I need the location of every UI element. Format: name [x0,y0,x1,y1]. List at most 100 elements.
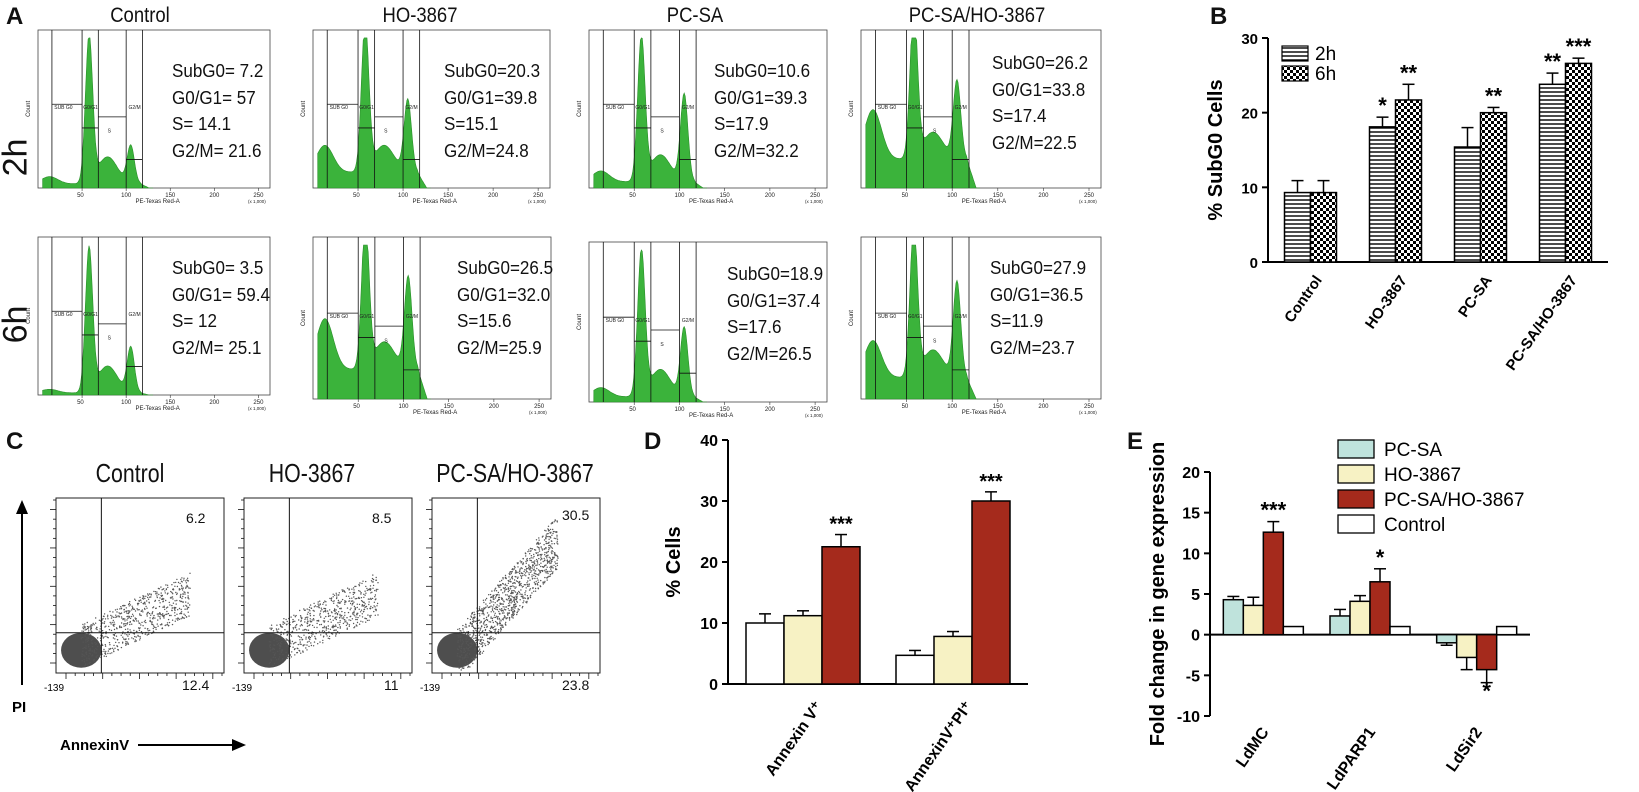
scatter-dot [154,591,157,593]
scatter-dot [488,621,490,623]
scatter-dot [95,643,98,645]
scatter-dot [471,612,473,615]
scatter-dot [490,601,492,603]
scatter-dot [511,568,513,571]
scatter-dot [150,593,152,595]
scatter-dot [489,602,491,604]
scatter-dot [353,589,355,591]
scatter-dot [181,577,183,579]
scatter-dot [125,638,127,640]
scatter-dot [517,580,519,583]
stat-s: S=17.9 [714,113,769,134]
scatter-dot [146,613,148,615]
scatter-dot [139,596,141,599]
scatter-dot [361,582,363,585]
scatter-dot [330,621,332,623]
bar [933,635,973,685]
scatter-dot [339,621,341,624]
scatter-dot [175,618,177,620]
scatter-dot [292,628,295,630]
scatter-dot [372,584,375,587]
scatter-dot [481,645,483,648]
scatter-dot [525,569,527,571]
scatter-dot [522,562,525,564]
scatter-dot [134,639,136,641]
scatter-dot [538,548,540,550]
scatter-dot [324,620,326,622]
scatter-dot [98,630,100,632]
scatter-dot [534,560,536,562]
scatter-dot [104,645,107,647]
scatter-dot [557,557,559,559]
scatter-dot [321,609,323,611]
scatter-dot [345,624,348,627]
bar [783,614,823,685]
scatter-dot [141,609,144,611]
scatter-dot [529,566,531,568]
scatter-dot [478,619,481,621]
x-unit: (x 1,000) [248,199,266,204]
scatter-dot [497,631,499,633]
scatter-dot [108,625,110,628]
scatter-dot [159,616,161,618]
scatter-dot [467,643,469,646]
scatter-dot [484,599,487,601]
scatter-dot [475,627,477,630]
scatter-dot [351,604,353,606]
scatter-dot [305,629,308,631]
scatter-dot [171,604,173,607]
scatter-dot [482,630,484,632]
scatter-dot [88,635,91,637]
scatter-dot [117,648,119,651]
scatter-dot [515,598,518,601]
gate-label: G0/G1 [635,105,650,111]
scatter-dot [140,614,142,617]
scatter-dot [302,645,304,647]
scatter-dot [474,647,476,650]
scatter-dot [281,626,284,628]
scatter-dot [539,559,542,561]
scatter-dot [493,594,495,596]
scatter-dot [81,632,83,635]
scatter-dot [335,612,337,614]
bar [1394,99,1423,263]
scatter-dot [532,557,534,559]
tick-min-label: -139 [420,683,440,694]
scatter-dot [282,658,284,660]
scatter-dot [479,615,481,617]
scatter-dot [545,568,547,571]
scatter-dot [464,663,467,665]
scatter-dot [499,584,502,586]
scatter-dot [474,654,476,656]
scatter-dot [535,573,537,575]
scatter-dot [372,607,374,609]
scatter-dot [140,601,142,603]
scatter-dot [318,604,320,607]
scatter-dot [332,615,334,618]
scatter-dot [147,633,150,635]
scatter-dot [495,615,498,617]
scatter-dot [484,643,486,645]
scatter-dot [557,543,559,545]
scatter-dot [283,618,285,620]
scatter-dot [325,601,327,603]
scatter-dot [152,606,155,608]
scatter-dot [95,628,97,630]
scatter-dot [481,652,484,654]
scatter-dot [487,606,490,609]
scatter-dot [494,597,496,599]
scatter-dot [490,596,492,599]
scatter-dot [276,624,278,626]
scatter-dot [159,602,161,604]
x-tick-label: 100 [947,193,958,199]
scatter-dot [128,610,130,612]
scatter-dot [495,608,497,610]
scatter-dot [481,636,484,638]
scatter-dot [158,613,161,615]
scatter-dot [550,546,552,548]
scatter-dot [80,637,83,639]
scatter-dot [187,595,189,597]
scatter-dot [516,577,519,580]
scatter-dot [328,635,331,638]
